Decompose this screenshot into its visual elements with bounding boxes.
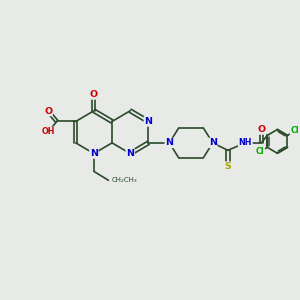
Text: NH: NH <box>238 138 252 147</box>
Text: N: N <box>144 117 152 126</box>
Text: Cl: Cl <box>290 127 299 136</box>
Text: N: N <box>126 149 134 158</box>
Text: N: N <box>90 149 98 158</box>
Text: O: O <box>257 125 266 134</box>
Text: N: N <box>209 138 217 147</box>
Text: CH₂CH₃: CH₂CH₃ <box>111 177 137 183</box>
Text: Cl: Cl <box>256 147 264 156</box>
Text: S: S <box>224 162 231 171</box>
Text: O: O <box>90 90 98 99</box>
Text: O: O <box>44 106 52 116</box>
Text: N: N <box>165 138 173 147</box>
Text: OH: OH <box>41 128 55 136</box>
